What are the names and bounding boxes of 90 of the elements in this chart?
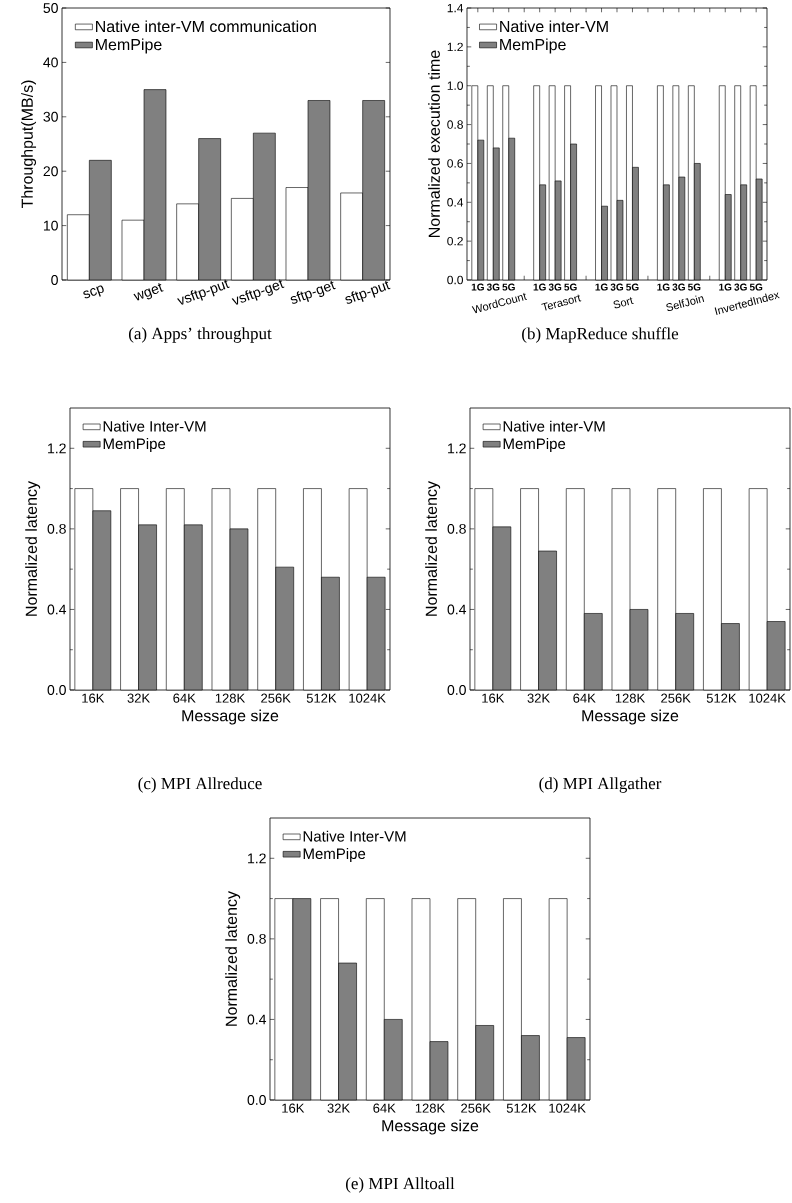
y-tick-label: 1.2 [248, 853, 266, 864]
x-tick-label: 512K [306, 693, 337, 703]
x-tick-label: 5G [564, 283, 577, 291]
y-tick-label: 1.0 [447, 81, 463, 90]
legend-label: MemPipe [503, 438, 566, 453]
legend-label: Native inter-VM [500, 20, 608, 33]
text: (e) MPI Alltoall [345, 1177, 455, 1193]
y-tick-label: 0.4 [47, 604, 67, 615]
x-tick-label: 64K [373, 1103, 396, 1113]
x-tick-label: 1G [471, 283, 484, 291]
x-tick-label: wget [133, 283, 164, 301]
x-tick-label: 64K [173, 693, 196, 703]
y-tick-label: 0.4 [247, 1014, 267, 1025]
x-axis-title: Message size [382, 1119, 479, 1135]
x-tick-label: 32K [327, 1103, 350, 1113]
x-tick-label: 1024K [349, 693, 386, 703]
y-tick-label: 0.0 [447, 275, 463, 285]
y-tick-label: 1.2 [447, 42, 463, 52]
text: Sort [613, 297, 634, 309]
x-tick-label: 256K [461, 1103, 491, 1113]
y-tick-label: 0.8 [47, 523, 66, 534]
legend-label: Native Inter-VM [303, 830, 406, 842]
y-tick-label: 30 [43, 111, 58, 122]
y-axis-title: Normalized latency [25, 481, 41, 616]
x-tick-label: 256K [261, 693, 291, 703]
y-tick-label: 0.4 [447, 604, 467, 615]
x-tick-label: scp [83, 285, 104, 299]
legend-label: MemPipe [303, 848, 366, 863]
y-tick-label: 0.8 [447, 120, 463, 129]
x-axis-title: Message size [582, 709, 679, 725]
y-axis-title: Normalized latency [225, 891, 241, 1026]
x-tick-label: 512K [706, 693, 737, 703]
x-tick-label: 128K [615, 693, 646, 703]
x-tick-label: 3G [548, 283, 562, 291]
x-tick-label: 3G [610, 283, 624, 291]
x-tick-label: 3G [672, 283, 685, 291]
y-tick-label: 40 [43, 57, 58, 68]
x-tick-label: 64K [573, 693, 596, 703]
text: Terasort [541, 294, 582, 311]
x-tick-label: 1024K [749, 693, 786, 703]
x-tick-label: 512K [506, 1103, 537, 1113]
y-tick-label: 0.8 [247, 933, 266, 944]
y-tick-label: 1.4 [447, 3, 464, 13]
text: (a) Apps’ throughput [128, 327, 272, 343]
y-tick-label: 1.2 [48, 443, 66, 454]
y-axis-title: Normalized latency [425, 481, 441, 616]
legend-label: Native inter-VM [503, 420, 605, 432]
x-tick-label: 1024K [549, 1103, 586, 1113]
y-tick-label: 0 [51, 275, 58, 285]
legend-label: Native inter-VM communication [96, 20, 316, 33]
y-axis-title: Normalized execution time [428, 50, 440, 237]
x-tick-label: 32K [127, 693, 150, 703]
x-tick-label: 5G [749, 283, 763, 291]
x-tick-label: 3G [486, 283, 500, 291]
y-tick-label: 1.2 [448, 443, 466, 454]
legend-label: MemPipe [96, 38, 162, 54]
y-axis-title: Throughput(MB/s) [21, 80, 37, 209]
x-tick-label: 1G [533, 283, 546, 291]
y-tick-label: 0.0 [47, 685, 66, 695]
x-tick-label: 3G [734, 283, 747, 291]
x-tick-label: 16K [82, 693, 105, 703]
y-tick-label: 0.8 [447, 523, 466, 534]
x-tick-label: 16K [482, 693, 505, 703]
x-axis-title: Message size [182, 709, 279, 725]
y-tick-label: 0.0 [247, 1095, 266, 1105]
y-tick-label: 0.2 [447, 236, 463, 246]
legend-label: MemPipe [500, 38, 566, 54]
x-tick-label: 1G [657, 283, 670, 291]
y-tick-label: 50 [43, 3, 58, 13]
x-tick-label: 1G [595, 283, 608, 291]
y-tick-label: 0.6 [447, 159, 463, 168]
text: (c) MPI Allreduce [138, 777, 262, 793]
text: SelfJoin [666, 295, 705, 311]
x-tick-label: 1G [719, 283, 732, 291]
x-tick-label: 16K [282, 1103, 305, 1113]
y-tick-label: 20 [43, 166, 58, 177]
legend-label: MemPipe [103, 438, 166, 453]
y-tick-label: 0.0 [447, 685, 466, 695]
x-tick-label: 32K [527, 693, 550, 703]
x-tick-label: 128K [415, 1103, 446, 1113]
x-tick-label: 5G [502, 283, 515, 291]
legend-label: Native Inter-VM [103, 420, 206, 432]
text: (b) MapReduce shuffle [522, 327, 679, 343]
y-tick-label: 0.4 [447, 198, 464, 207]
x-tick-label: 5G [626, 283, 639, 291]
x-tick-label: 128K [215, 693, 246, 703]
x-tick-label: 256K [661, 693, 691, 703]
y-tick-label: 10 [43, 220, 58, 231]
x-tick-label: 5G [687, 283, 701, 291]
text: (d) MPI Allgather [539, 777, 662, 793]
